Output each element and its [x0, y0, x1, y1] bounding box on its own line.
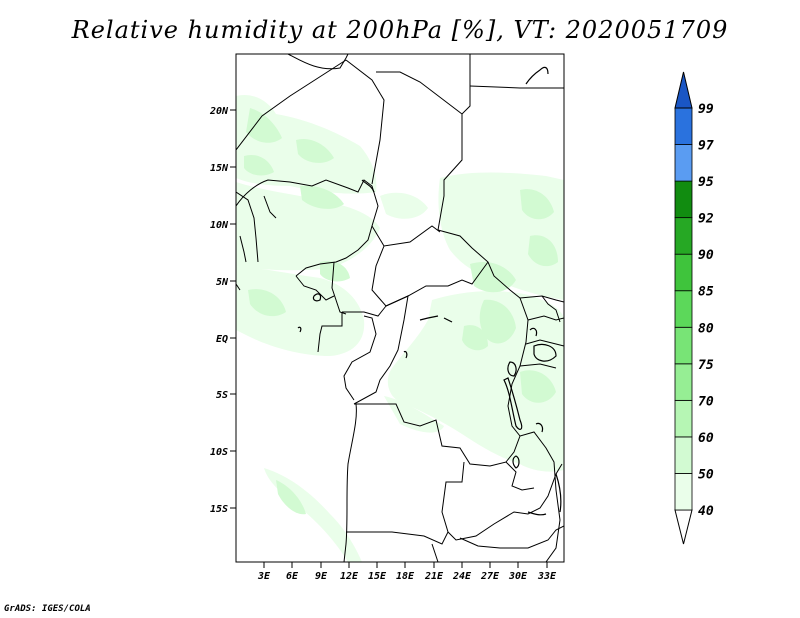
colorbar: 40 50 60 70 75 80 85 90 92 95 97 99	[674, 71, 714, 545]
lat-label-15s: 15S	[210, 504, 228, 515]
lat-label-20n: 20N	[209, 106, 229, 117]
colorbar-box-95	[674, 144, 693, 182]
colorbar-label-80: 80	[698, 321, 714, 336]
colorbar-box-50	[674, 436, 693, 474]
lat-label-15n: 15N	[210, 163, 229, 174]
lon-label-24e: 24E	[452, 571, 472, 582]
colorbar-box-80	[674, 290, 693, 328]
humidity-field	[236, 94, 564, 562]
latitude-axis: 20N 15N 10N 5N EQ 5S 10S 15S	[209, 106, 236, 515]
colorbar-box-90	[674, 217, 693, 255]
lon-label-30e: 30E	[508, 571, 528, 582]
colorbar-label-99: 99	[698, 102, 714, 117]
lon-label-15e: 15E	[368, 571, 387, 582]
colorbar-label-75: 75	[698, 358, 714, 373]
colorbar-box-97	[674, 107, 693, 145]
country-borders	[236, 54, 564, 562]
lat-label-eq: EQ	[216, 334, 228, 345]
lat-label-10n: 10N	[210, 220, 229, 231]
colorbar-label-85: 85	[698, 285, 714, 300]
lon-label-9e: 9E	[315, 571, 328, 582]
colorbar-box-70	[674, 363, 693, 401]
colorbar-label-50: 50	[698, 467, 714, 482]
colorbar-label-60: 60	[698, 431, 714, 446]
humidity-50-60-band	[244, 108, 558, 515]
colorbar-over-triangle	[674, 71, 693, 109]
colorbar-label-95: 95	[698, 175, 714, 190]
colorbar-label-90: 90	[698, 248, 714, 263]
grads-credit: GrADS: IGES/COLA	[4, 604, 91, 614]
colorbar-box-60	[674, 399, 693, 438]
colorbar-box-40	[674, 473, 693, 511]
map-frame	[235, 53, 565, 563]
longitude-axis: 3E 6E 9E 12E 15E 18E 21E 24E 27E 30E 33E	[257, 562, 557, 582]
colorbar-box-92	[674, 180, 693, 219]
coast-details	[297, 66, 562, 516]
lon-label-27e: 27E	[480, 571, 500, 582]
colorbar-label-70: 70	[698, 394, 714, 409]
lon-label-21e: 21E	[424, 571, 444, 582]
lon-label-6e: 6E	[286, 571, 299, 582]
lat-label-10s: 10S	[210, 447, 228, 458]
lat-label-5s: 5S	[216, 390, 228, 401]
colorbar-under-triangle	[674, 509, 693, 545]
lon-label-12e: 12E	[340, 571, 359, 582]
colorbar-box-85	[674, 253, 693, 292]
lat-label-5n: 5N	[216, 277, 229, 288]
colorbar-box-75	[674, 326, 693, 365]
lon-label-3e: 3E	[257, 571, 271, 582]
lon-label-33e: 33E	[537, 571, 557, 582]
colorbar-label-92: 92	[698, 212, 714, 227]
colorbar-label-97: 97	[698, 139, 714, 154]
colorbar-label-40: 40	[698, 504, 714, 519]
lon-label-18e: 18E	[396, 571, 415, 582]
map-title: Relative humidity at 200hPa [%], VT: 202…	[71, 16, 729, 44]
